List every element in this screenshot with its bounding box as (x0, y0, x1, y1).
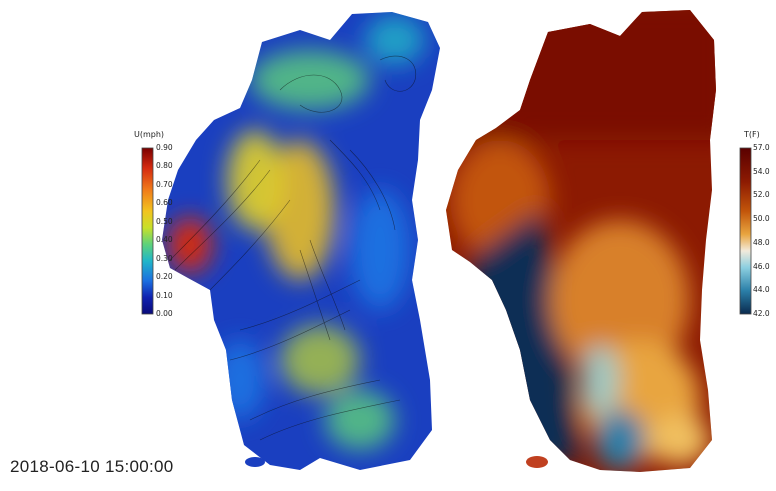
temperature-map (446, 10, 716, 472)
velocity-colorbar-tick: 0.70 (156, 179, 173, 189)
velocity-colorbar-title: U(mph) (134, 130, 165, 139)
temperature-colorbar-title: T(F) (744, 130, 760, 139)
velocity-colorbar-tick: 0.60 (156, 198, 173, 208)
temperature-colorbar-tick: 48.0 (753, 237, 770, 247)
temperature-colorbar-tick: 54.0 (753, 166, 770, 176)
velocity-colorbar-tick: 0.40 (156, 235, 173, 245)
velocity-colorbar-tick: 0.20 (156, 272, 173, 282)
temperature-colorbar-tick: 52.0 (753, 190, 770, 200)
velocity-colorbar-tick: 0.90 (156, 143, 173, 152)
temperature-colorbar-tick: 46.0 (753, 261, 770, 271)
velocity-colorbar-tick: 0.30 (156, 253, 173, 263)
velocity-colorbar (141, 147, 154, 315)
temperature-colorbar-tick: 57.0 (753, 143, 770, 152)
velocity-colorbar-tick: 0.80 (156, 161, 173, 171)
temperature-colorbar (739, 147, 752, 315)
velocity-map (162, 12, 440, 470)
temperature-colorbar-tick: 50.0 (753, 214, 770, 224)
velocity-colorbar-tick: 0.50 (156, 216, 173, 226)
temperature-colorbar-tick: 44.0 (753, 285, 770, 295)
timestamp: 2018-06-10 15:00:00 (10, 457, 174, 476)
islet-left (245, 457, 265, 467)
velocity-colorbar-tick: 0.10 (156, 290, 173, 300)
velocity-colorbar-tick: 0.00 (156, 309, 173, 318)
islet-right (526, 456, 548, 468)
temperature-colorbar-tick: 42.0 (753, 309, 770, 318)
